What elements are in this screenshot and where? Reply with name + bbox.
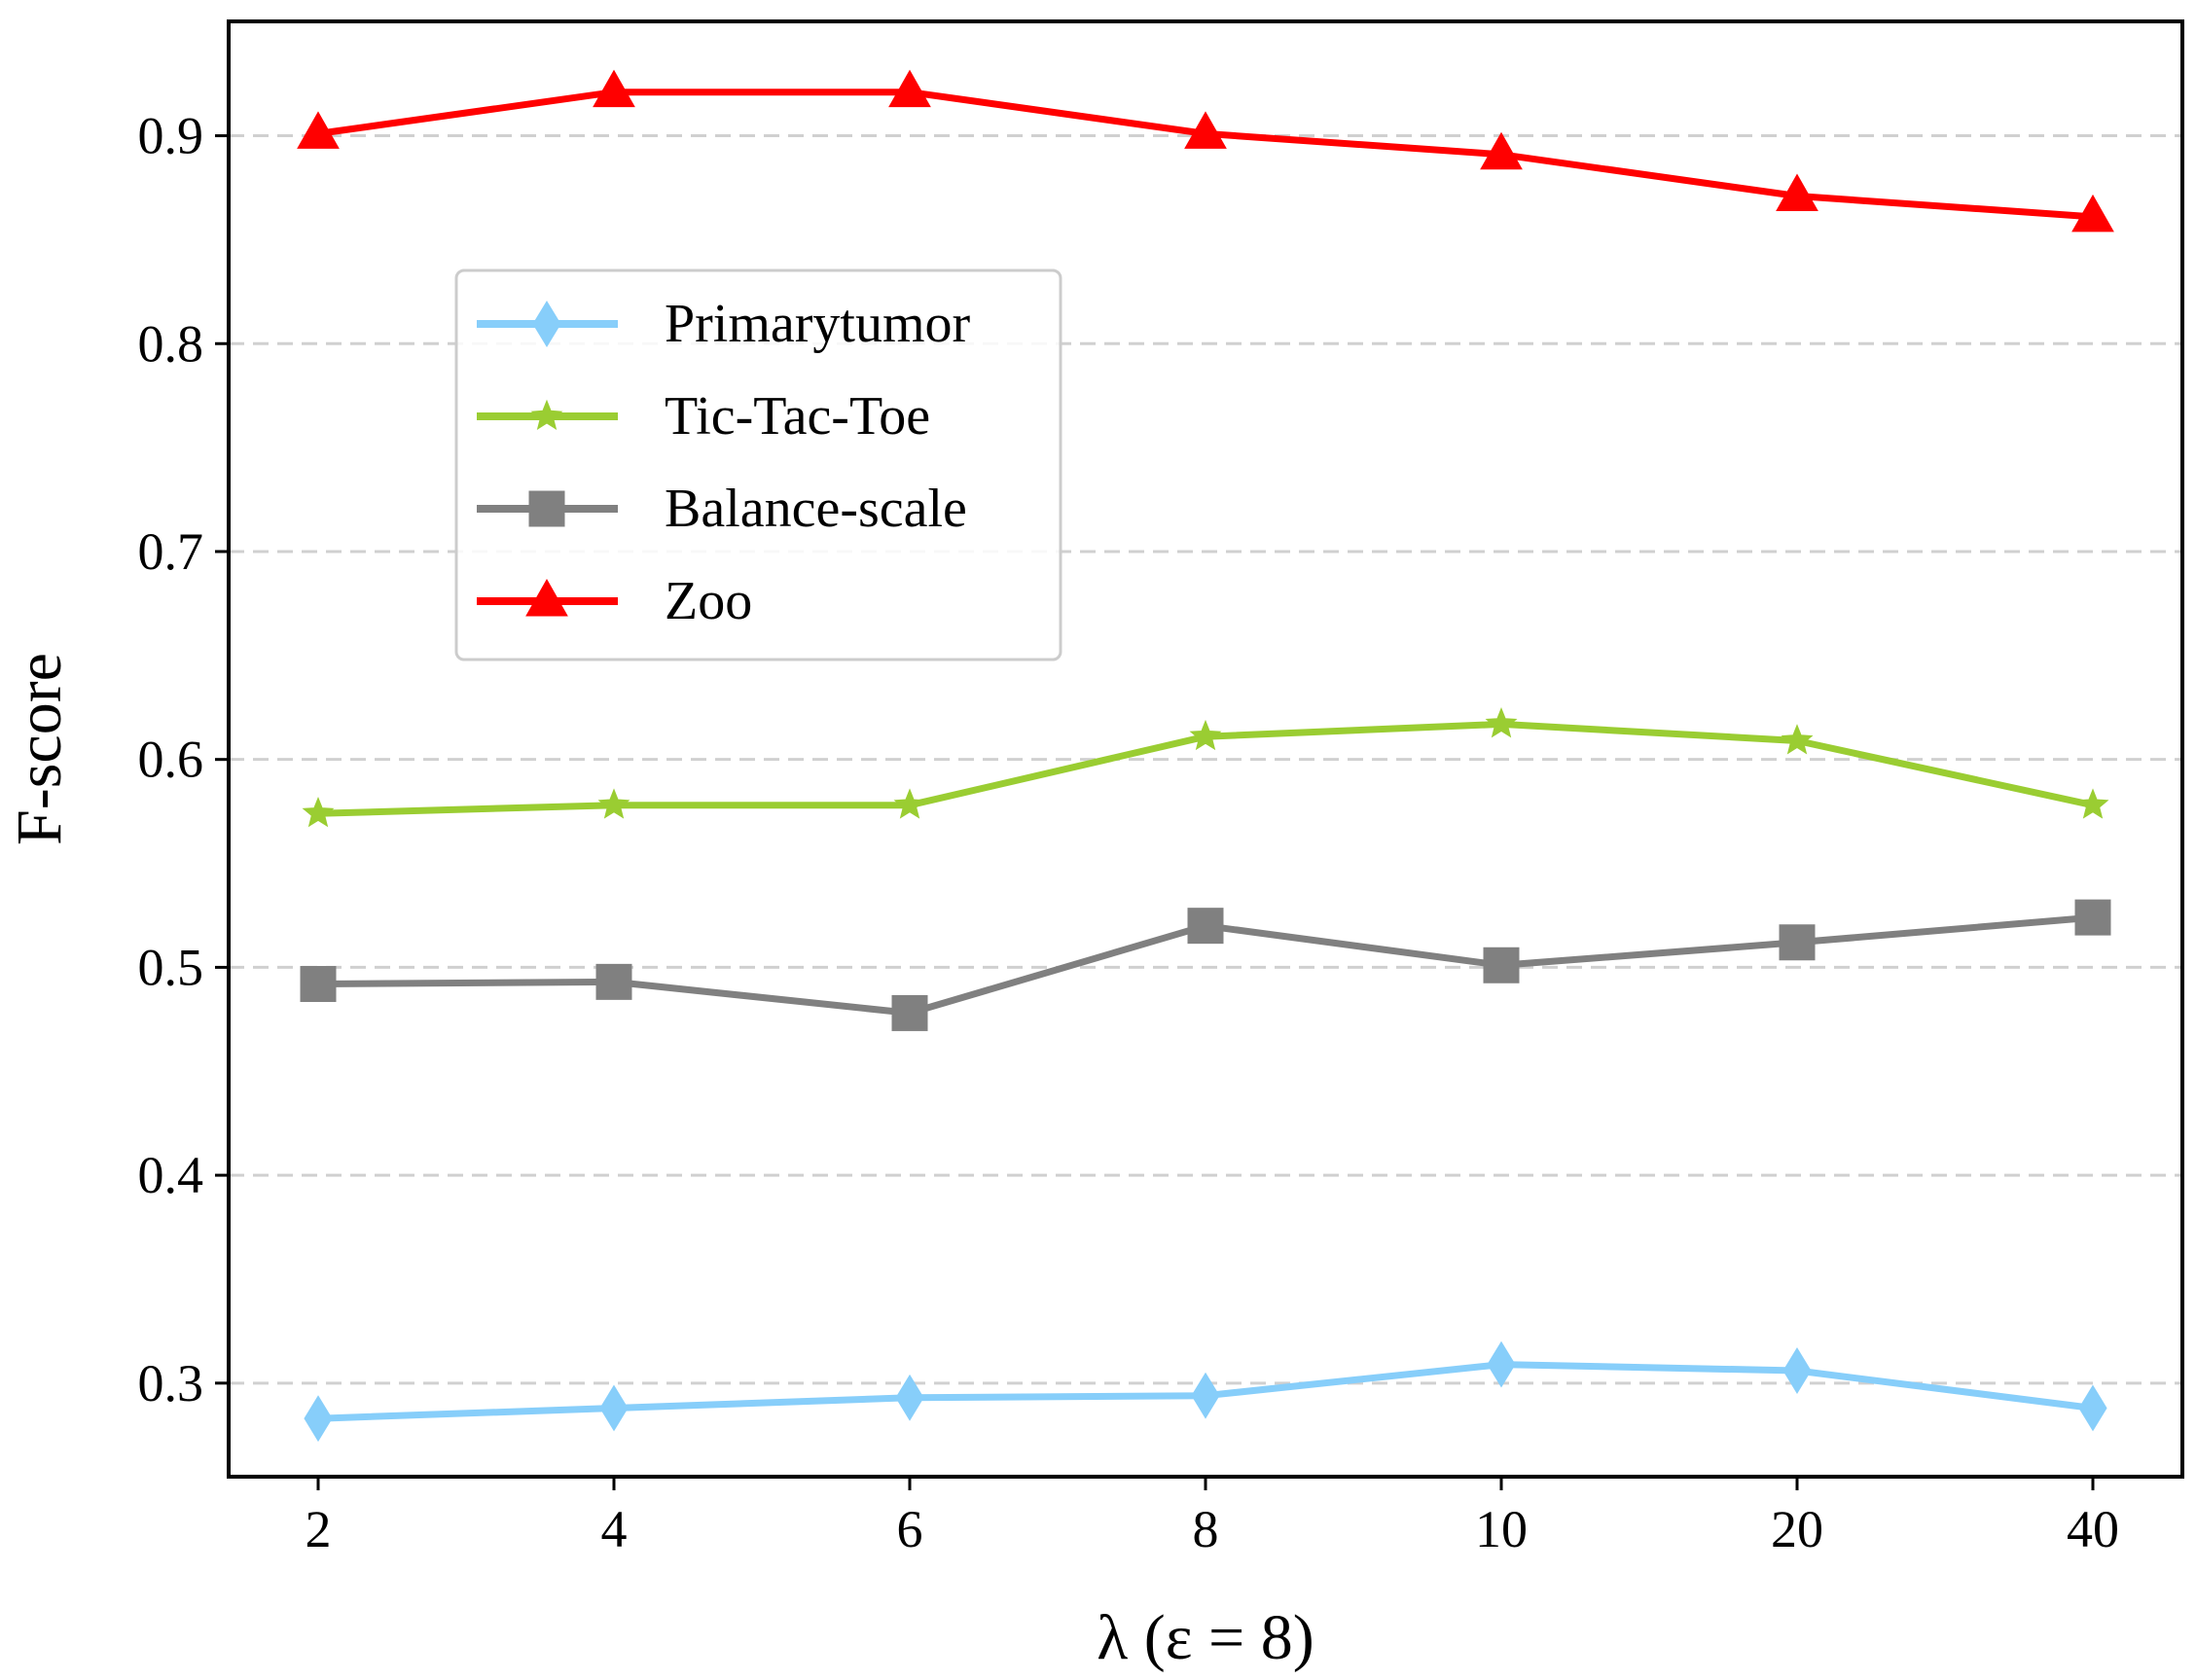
- data-point: [1782, 1347, 1812, 1394]
- series-zoo: [297, 69, 2114, 232]
- legend-item: Tic-Tac-Toe: [477, 386, 930, 447]
- data-point: [2076, 788, 2109, 819]
- legend-box: [454, 268, 1062, 661]
- legend-label: Zoo: [665, 571, 752, 631]
- data-point: [302, 796, 335, 828]
- legend-item: Primarytumor: [477, 294, 971, 354]
- data-point: [1779, 924, 1816, 961]
- y-tick-label: 0.5: [138, 938, 204, 996]
- legend-marker: [530, 399, 563, 430]
- x-tick-label: 4: [601, 1500, 628, 1558]
- x-tick-label: 20: [1771, 1500, 1823, 1558]
- data-point: [593, 69, 635, 108]
- data-point: [1776, 173, 1818, 212]
- x-tick-label: 8: [1193, 1500, 1219, 1558]
- data-point: [1187, 908, 1224, 945]
- data-point: [599, 1384, 629, 1432]
- data-point: [1184, 111, 1227, 149]
- legend-label: Primarytumor: [665, 294, 971, 354]
- data-point: [300, 965, 337, 1002]
- legend-marker: [528, 490, 565, 527]
- series-layer: [297, 69, 2114, 1443]
- data-point: [2078, 1384, 2107, 1432]
- data-point: [1480, 131, 1523, 170]
- plot-frame: [227, 19, 2184, 1479]
- x-tick-label: 10: [1475, 1500, 1528, 1558]
- x-tick-label: 2: [306, 1500, 332, 1558]
- data-point: [304, 1395, 333, 1443]
- series-primarytumor: [304, 1340, 2107, 1443]
- x-tick-label: 40: [2067, 1500, 2119, 1558]
- data-point: [1485, 707, 1518, 738]
- x-axis-title: λ (ε = 8): [1097, 1602, 1314, 1673]
- data-point: [2071, 194, 2114, 232]
- series-line: [317, 89, 2094, 221]
- data-point: [597, 788, 630, 819]
- legend: Primarytumor Tic-Tac-Toe Balance-scale Zoo: [454, 268, 1062, 661]
- data-point: [888, 69, 931, 108]
- data-point: [297, 111, 340, 149]
- data-point: [1781, 724, 1814, 755]
- data-point: [1487, 1340, 1516, 1388]
- series-tic-tac-toe: [302, 707, 2109, 828]
- y-tick-label: 0.9: [138, 107, 204, 165]
- data-point: [595, 963, 632, 1000]
- data-point: [1191, 1372, 1220, 1419]
- data-point: [893, 788, 926, 819]
- legend-label: Tic-Tac-Toe: [665, 386, 930, 447]
- data-point: [2074, 899, 2111, 936]
- data-point: [1189, 719, 1222, 751]
- legend-label: Balance-scale: [665, 479, 967, 539]
- y-tick-label: 0.4: [138, 1146, 204, 1204]
- legend-marker: [532, 301, 561, 347]
- legend-marker: [525, 578, 568, 617]
- y-tick-label: 0.8: [138, 314, 204, 373]
- data-point: [895, 1374, 924, 1421]
- legend-item: Zoo: [477, 571, 752, 631]
- y-axis-title: F-score: [4, 653, 75, 845]
- axes: 0.3 0.4 0.5 0.6 0.7 0.8 0.9 2 4 6 8 10 20 40: [138, 107, 2120, 1558]
- data-point: [1483, 947, 1520, 983]
- legend-item: Balance-scale: [477, 479, 967, 539]
- x-tick-label: 6: [897, 1500, 923, 1558]
- data-point: [891, 994, 928, 1031]
- y-tick-label: 0.6: [138, 731, 204, 789]
- series-balance-scale: [300, 899, 2111, 1031]
- y-tick-label: 0.7: [138, 522, 204, 581]
- y-tick-label: 0.3: [138, 1354, 204, 1412]
